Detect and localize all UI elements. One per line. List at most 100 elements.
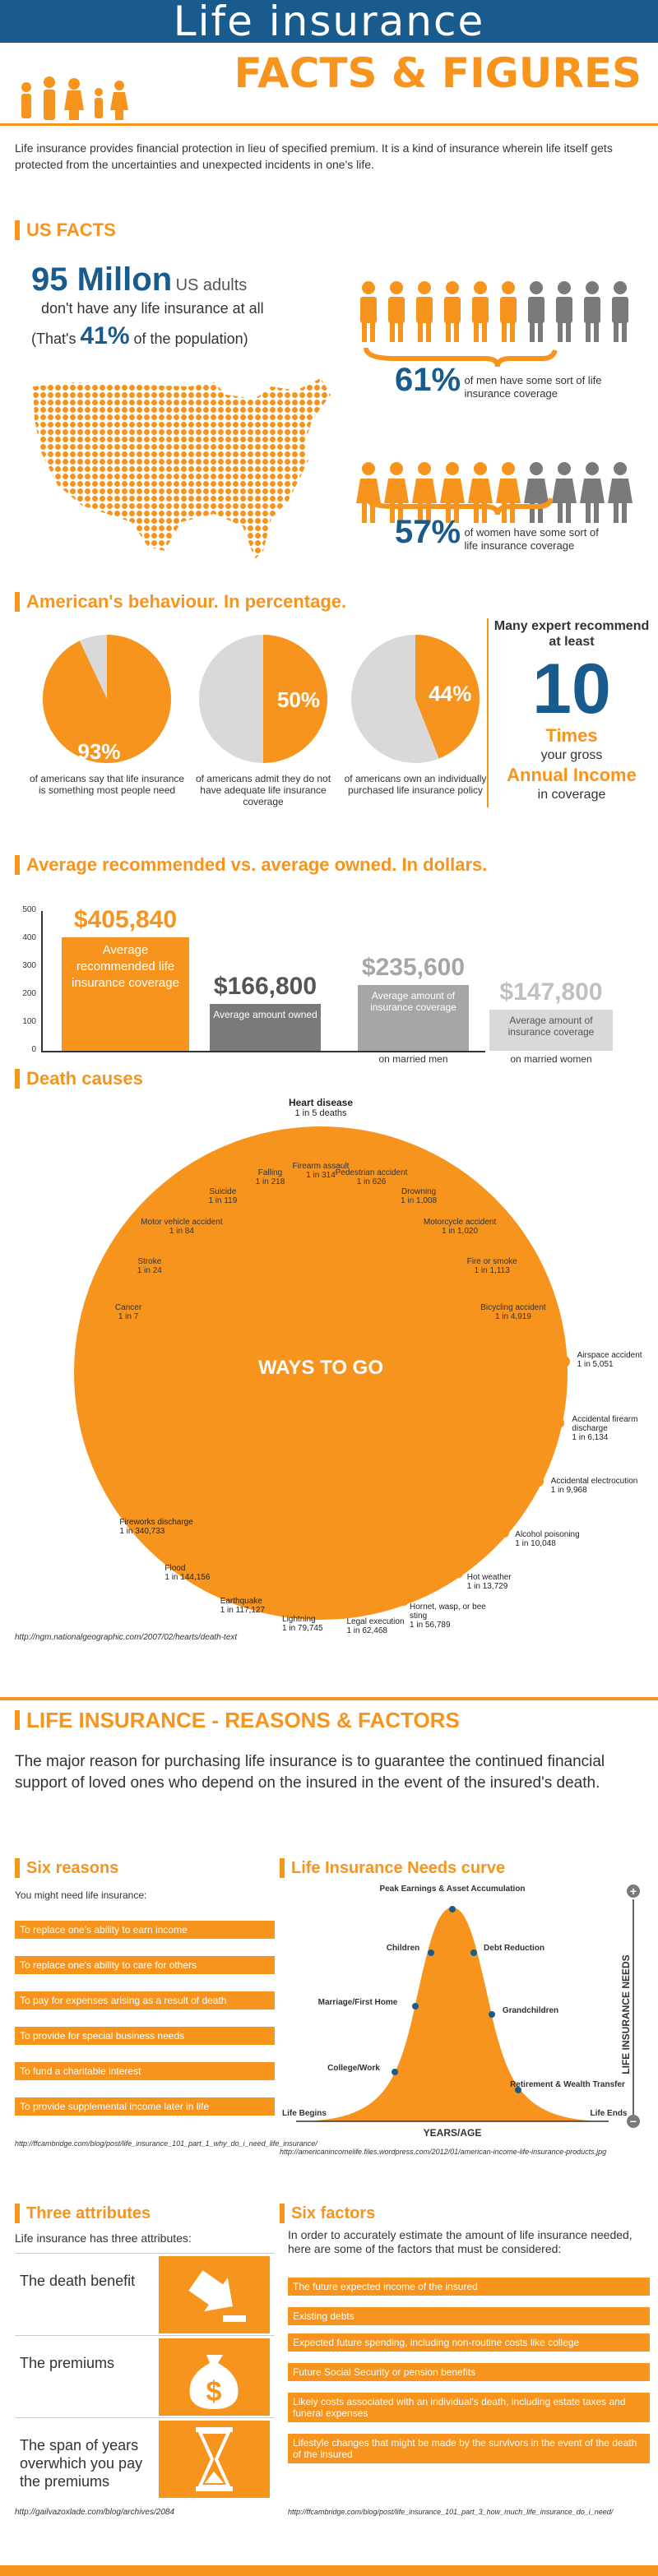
factor-item: The future expected income of the insure… [288,2278,650,2296]
cause-label: Lightning 1 in 79,745 [282,1615,373,1633]
y-tick-label: 200 [22,989,36,998]
bar-value-label: $405,840 [73,906,178,933]
person-icon [472,281,489,342]
curve-grandchildren: Grandchildren [503,2006,558,2015]
cause-name: Drowning [401,1186,437,1196]
women-text: of women have some sort of life insuranc… [464,525,599,552]
needs-curve: + − LIFE INSURANCE NEEDS YEARS/AGE Peak … [282,1885,640,2139]
pie-svg: 44% [351,635,480,763]
cause-label: Legal execution 1 in 62,468 [346,1617,437,1635]
heart-disease-label: Heart disease [288,1097,354,1108]
uninsured-number: 95 Millon [31,261,173,298]
cause-bubble [554,1417,565,1429]
bar [210,1004,321,1051]
bar-value-label: $147,800 [499,978,603,1006]
cause-name: Suicide [209,1186,237,1196]
factors-source: http://ffcambridge.com/blog/post/life_in… [288,2508,614,2516]
recommend-coverage: in coverage [537,788,606,802]
cause-name: Accidental firearm discharge [572,1415,638,1434]
factor-item: Expected future spending, including non-… [288,2333,650,2352]
pie-label: 44% [429,682,471,706]
cause-odds: 1 in 119 [208,1196,238,1205]
reason-item: To provide for special business needs [15,2027,275,2045]
cause-bubble [454,1569,464,1579]
curve-ends: Life Ends [590,2109,627,2118]
bar [489,1009,613,1051]
person-icon [440,462,465,523]
cause-label: Hot weather 1 in 13,729 [467,1573,558,1591]
cause-odds: 1 in 56,789 [410,1621,451,1630]
bar-description: Average amount owned [213,1009,317,1021]
cause-label: Fire or smoke 1 in 1,113 [451,1257,533,1275]
curve-source: http://americanincomelife.files.wordpres… [280,2148,607,2156]
x-axis-line [41,1051,485,1052]
cause-bubble [279,1610,286,1617]
cause-name: Motor vehicle accident [141,1217,223,1227]
bar [358,984,469,1051]
cause-bubble [500,1528,510,1538]
recommend-intro: Many expert recommend at least [494,619,650,649]
recommend-number: 10 [532,650,611,728]
y-axis-line [41,911,43,1051]
attributes-lead: Life insurance has three attributes: [15,2231,192,2245]
cause-bubble [220,1593,226,1599]
person-icon [528,281,544,342]
section-divider [0,1697,658,1700]
cause-name: Lightning [282,1615,316,1625]
men-brace [364,347,558,368]
curve-plus: + [630,1885,637,1898]
bar-value-label: $235,600 [361,953,466,981]
pie-chart: 44% [350,633,481,765]
cause-odds: 1 in 1,008 [401,1196,438,1205]
cause-label: Earthquake 1 in 117,127 [220,1597,311,1615]
person-icon [612,281,628,342]
person-icon [416,281,433,342]
cause-odds: 1 in 1,020 [442,1226,479,1236]
attribute-span: The span of years overwhich you pay the … [15,2417,275,2500]
heart-disease-circle [74,1126,568,1620]
recommend-gross: your gross [540,748,603,762]
curve-y-axis: LIFE INSURANCE NEEDS [620,1954,632,2074]
attributes-source: http://gailvazoxlade.com/blog/archives/2… [15,2508,175,2517]
bar-description: Average amount of insurance coverage [370,989,456,1013]
cause-odds: 1 in 79,745 [282,1624,323,1634]
attributes-heading: Three attributes [15,2204,151,2223]
curve-college: College/Work [327,2064,380,2073]
person-icon [468,462,493,523]
uninsured-share-post: of the population) [133,331,248,347]
us-map-icon [33,378,331,559]
six-reasons-lead: You might need life insurance: [15,1889,147,1901]
cause-odds: 1 in 5,051 [577,1360,614,1370]
recommend-times: Times [545,725,598,746]
uninsured-share: (That's 41% of the population) [31,322,344,350]
person-icon [496,462,521,523]
cause-label: Hornet, wasp, or bee sting 1 in 56,789 [410,1602,500,1630]
death-source: http://ngm.nationalgeographic.com/2007/0… [15,1633,238,1642]
cause-odds: 1 in 7 [118,1312,139,1322]
header-divider [0,123,658,126]
men-stat: 61% of men have some sort of life insura… [395,362,658,400]
header-bar [0,0,658,43]
men-pct: 61% [395,362,461,398]
footer-bar [0,2565,658,2576]
reason-item: To provide supplemental income later in … [15,2097,275,2116]
recommend-annual: Annual Income [507,765,637,785]
cause-odds: 1 in 117,127 [220,1605,266,1615]
cause-name: Falling [257,1168,283,1177]
cause-name: Stroke [137,1256,162,1266]
pie-chart: 93% [41,633,173,765]
cause-odds: 1 in 1,113 [474,1265,510,1275]
cause-odds: 1 in 62,468 [346,1626,387,1635]
pie-svg: 93% [42,635,171,764]
factors-lead: In order to accurately estimate the amou… [288,2228,633,2255]
cause-bubble [124,1518,130,1524]
pie-slice-value [415,635,480,759]
pie-slice-value [263,635,327,763]
person-icon [580,462,605,523]
y-tick-label: 500 [22,905,36,914]
curve-peak: Peak Earnings & Asset Accumulation [379,1885,525,1894]
bar-value-label: $166,800 [213,973,317,1001]
cause-bubble [168,1561,174,1567]
cause-label: Drowning 1 in 1,008 [378,1187,460,1205]
bar-description: Average recommended life insurance cover… [72,943,179,990]
